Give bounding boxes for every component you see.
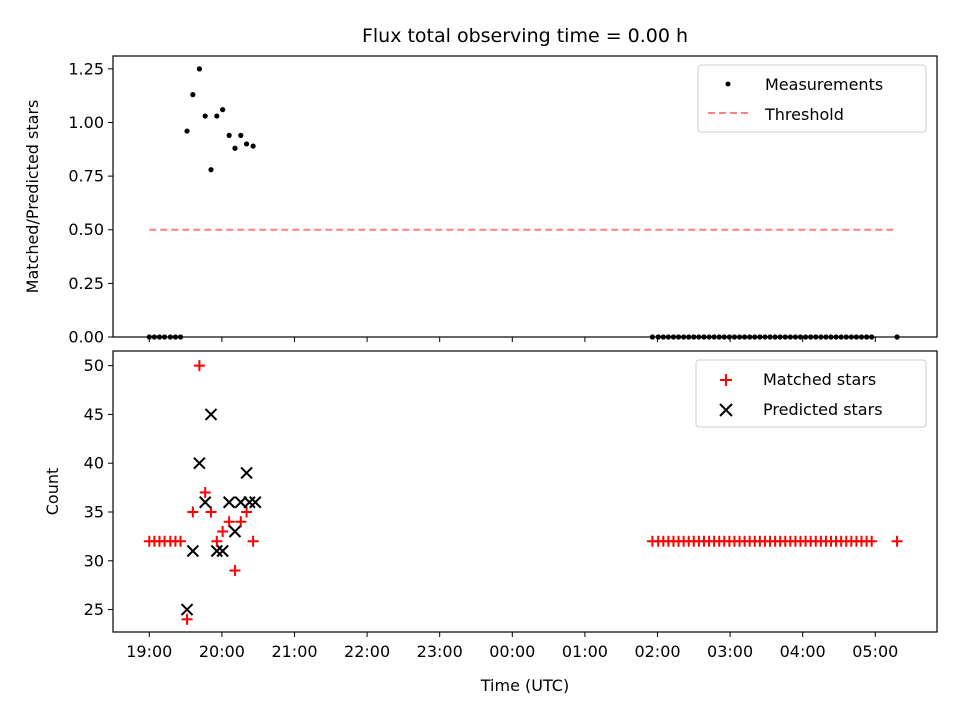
matched-star-marker [247, 535, 259, 547]
top-plot-frame [112, 55, 938, 338]
predicted-star-marker-b [249, 496, 262, 509]
bottom-y-tick-label: 30 [84, 551, 104, 570]
top-y-tick-label: 0.75 [68, 167, 104, 186]
predicted-star-marker [249, 496, 262, 509]
bottom-y-ticks: 25 30 35 40 45 50 [84, 356, 113, 619]
matched-star-marker [187, 506, 199, 518]
top-y-ticks: 0.00 0.25 0.50 0.75 1.00 1.25 [68, 59, 113, 347]
x-tick-label: 23:00 [417, 642, 463, 661]
measurement-point [220, 107, 226, 113]
top-y-tick-label: 0.25 [68, 274, 104, 293]
bottom-legend-box [695, 359, 927, 428]
bottom-y-tick-label: 50 [84, 356, 104, 375]
x-tick-label: 22:00 [344, 642, 390, 661]
predicted-star-marker-b [228, 525, 242, 538]
top-y-tick-label: 0.50 [68, 220, 104, 239]
predicted-star-marker [222, 496, 236, 509]
predicted-star-marker [243, 496, 256, 509]
x-tick-label: 02:00 [634, 642, 680, 661]
x-tick-label: 03:00 [707, 642, 753, 661]
top-y-axis-label: Matched/Predicted stars [23, 100, 42, 294]
top-y-tick-label: 1.25 [68, 59, 104, 78]
matched-star-marker [205, 506, 217, 518]
x-tick-label: 21:00 [271, 642, 317, 661]
top-y-tick-label: 1.00 [68, 113, 104, 132]
legend-threshold-label: Threshold [764, 105, 844, 124]
matched-star-marker [241, 506, 253, 518]
predicted-star-marker-b [180, 603, 194, 616]
predicted-star-marker [193, 456, 206, 470]
top-y-tick-label: 0.00 [68, 328, 104, 347]
bottom-y-tick-label: 45 [84, 405, 104, 424]
matched-star-marker [229, 565, 241, 577]
predicted-star-marker-b [222, 496, 236, 509]
legend-matched-label: Matched stars [763, 370, 876, 389]
predicted-star-marker [228, 525, 242, 538]
matched-star-marker [211, 535, 223, 547]
legend-predicted-marker [719, 403, 733, 417]
bottom-x-ticks: 19:00 20:00 21:00 22:00 23:00 00:00 01:00 02:00… [126, 632, 898, 661]
matched-star-marker [181, 613, 193, 625]
predicted-star-marker [186, 544, 200, 558]
predicted-star-marker-b [240, 466, 253, 480]
bottom-y-tick-label: 35 [84, 502, 104, 521]
bottom-y-tick-label: 25 [84, 600, 104, 619]
predicted-star-marker-b [216, 544, 229, 558]
top-x-ticks [148, 337, 876, 342]
matched-star-marker [193, 360, 205, 372]
x-tick-label: 01:00 [562, 642, 608, 661]
measurement-point [184, 128, 190, 134]
matched-star-marker [217, 526, 229, 538]
measurement-point [238, 132, 244, 138]
measurement-point [190, 92, 196, 98]
legend-measurements-marker [725, 81, 731, 87]
matched-star-marker [223, 516, 235, 528]
measurement-point [214, 113, 220, 119]
predicted-star-marker [210, 544, 224, 558]
predicted-star-marker-b [198, 496, 212, 509]
x-tick-label: 00:00 [489, 642, 535, 661]
predicted-star-marker [240, 466, 253, 480]
bottom-legend: Matched stars Predicted stars [695, 359, 927, 428]
matched-star-marker [235, 516, 247, 528]
x-tick-label: 04:00 [780, 642, 826, 661]
measurement-point [202, 113, 208, 119]
predicted-star-marker [180, 603, 194, 616]
predicted-star-marker [198, 496, 212, 509]
predicted-star-marker [204, 408, 218, 421]
bottom-plot-frame [112, 350, 938, 633]
chart-title: Flux total observing time = 0.00 h [362, 25, 688, 47]
measurement-point [226, 132, 232, 138]
predicted-star-marker-b [204, 408, 218, 421]
matched-star-marker [175, 535, 187, 547]
legend-matched-marker [720, 374, 732, 386]
bottom-y-axis-label: Count [43, 468, 62, 516]
x-axis-label: Time (UTC) [480, 676, 569, 695]
matched-star-marker [891, 535, 903, 547]
bottom-panel: 25 30 35 40 45 50 19:00 20:00 21:00 22:00 23:00 00… [43, 350, 938, 661]
measurement-point [196, 66, 202, 72]
matched-star-marker [866, 535, 878, 547]
top-legend: Measurements Threshold [697, 64, 927, 133]
x-tick-label: 19:00 [126, 642, 172, 661]
predicted-star-marker-b [210, 544, 224, 558]
measurement-point [208, 167, 214, 173]
legend-predicted-label: Predicted stars [763, 400, 883, 419]
top-legend-box [697, 64, 927, 133]
bottom-marks [143, 360, 903, 625]
measurement-point [250, 143, 256, 149]
predicted-star-marker-b [243, 496, 256, 509]
matched-star-marker [199, 486, 211, 498]
x-tick-label: 05:00 [852, 642, 898, 661]
bottom-y-tick-label: 40 [84, 454, 104, 473]
legend-measurements-label: Measurements [765, 75, 883, 94]
predicted-star-marker [216, 544, 229, 558]
predicted-star-marker-b [193, 456, 206, 470]
top-panel: 0.00 0.25 0.50 0.75 1.00 1.25 Matched/Predict… [23, 55, 938, 347]
measurement-point [243, 141, 250, 147]
predicted-star-marker-b [186, 544, 200, 558]
x-tick-label: 20:00 [199, 642, 245, 661]
measurement-point [232, 145, 238, 151]
